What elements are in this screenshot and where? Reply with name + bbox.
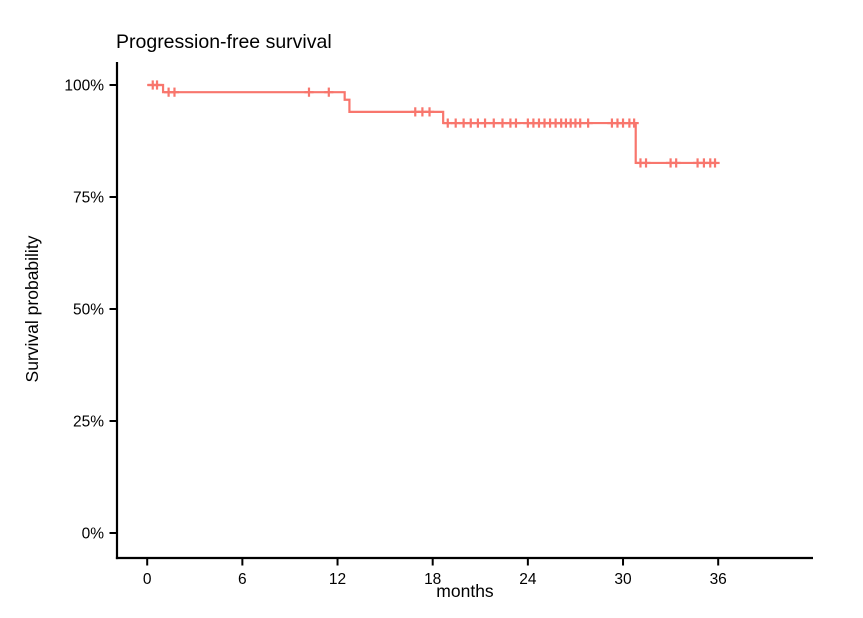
censor-mark [424,107,435,117]
x-tick-label: 12 [329,571,346,588]
censor-mark [304,87,314,97]
y-tick-label: 100% [64,78,104,95]
censor-mark [324,87,334,97]
y-tick-label: 50% [73,302,104,319]
km-curve-layer [147,80,720,168]
censor-mark [641,158,651,168]
censor-mark [489,118,499,128]
censor-mark [629,118,639,128]
km-curve [147,83,717,165]
censor-mark [583,118,593,128]
censor-mark [443,118,453,128]
y-axis-title: Survival probability [22,235,42,382]
chart-title: Progression-free survival [116,31,332,53]
x-tick-label: 6 [238,571,247,588]
censor-mark [169,87,180,97]
y-tick-label: 25% [73,414,104,431]
censor-mark [671,158,681,168]
censor-mark [451,118,461,128]
x-tick-label: 0 [143,571,152,588]
censor-mark [511,118,521,128]
censor-mark [710,158,720,168]
x-tick-label: 36 [710,571,727,588]
y-tick-label: 0% [82,526,105,543]
axes-layer: 0% 25% 50% 75% 100% 0 6 12 18 24 30 36 [64,62,813,588]
y-tick-label: 75% [73,190,104,207]
x-axis-title: months [436,581,494,601]
x-tick-label: 30 [614,571,632,588]
censor-mark [497,118,508,128]
censor-mark [152,80,162,90]
x-tick-label: 24 [519,571,537,588]
censor-mark [480,118,490,128]
censor-mark [575,118,585,128]
x-tick-label: 18 [424,571,441,588]
